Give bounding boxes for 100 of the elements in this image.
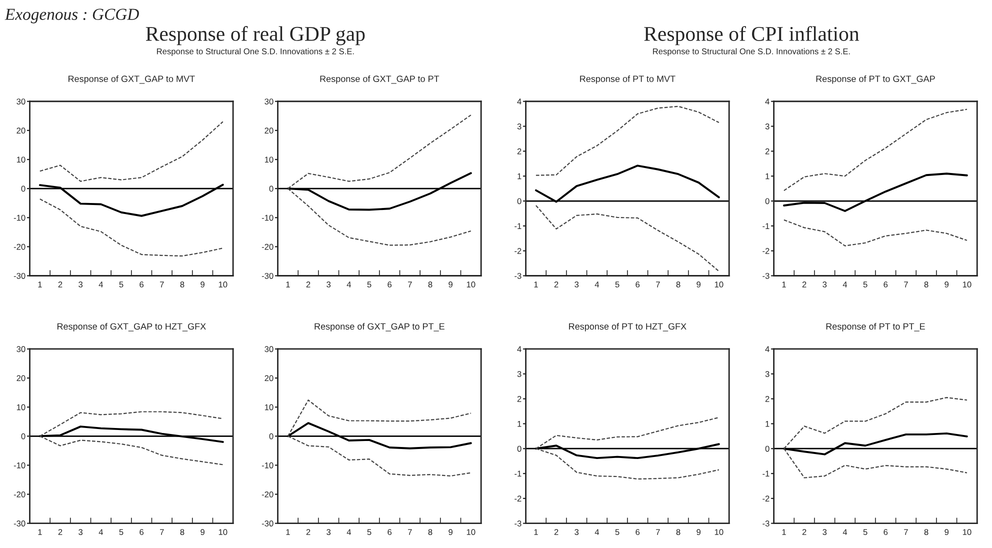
y-tick-label: 30 xyxy=(16,98,26,104)
x-tick-label: 10 xyxy=(218,282,228,288)
x-tick-label: 1 xyxy=(38,529,42,535)
x-tick-label: 4 xyxy=(842,282,848,288)
y-tick-label: -20 xyxy=(14,244,26,250)
x-tick-label: 5 xyxy=(367,529,372,536)
y-tick-label: 10 xyxy=(264,156,274,163)
y-tick-label: -2 xyxy=(762,496,770,502)
x-tick-label: 3 xyxy=(326,529,331,536)
y-tick-label: -3 xyxy=(514,272,522,279)
y-tick-label: 10 xyxy=(16,404,26,410)
x-tick-label: 10 xyxy=(962,282,972,288)
x-tick-label: 3 xyxy=(78,529,83,536)
x-tick-label: 7 xyxy=(408,282,412,288)
x-tick-label: 4 xyxy=(98,529,103,535)
y-tick-label: 20 xyxy=(16,375,26,382)
y-tick-label: -30 xyxy=(262,272,274,279)
x-tick-label: 6 xyxy=(140,282,144,288)
x-tick-label: 2 xyxy=(58,529,62,535)
y-tick-label: 10 xyxy=(16,156,26,163)
chart-title: Response of PT to GXT_GAP xyxy=(816,75,935,84)
x-tick-label: 9 xyxy=(944,282,949,288)
x-tick-label: 6 xyxy=(636,282,640,288)
x-tick-label: 1 xyxy=(782,282,786,288)
y-tick-label: 0 xyxy=(21,433,26,440)
y-tick-label: -20 xyxy=(14,491,26,498)
y-tick-label: 20 xyxy=(16,128,26,134)
y-tick-label: 3 xyxy=(765,371,770,377)
x-tick-label: 5 xyxy=(119,282,124,288)
x-tick-label: 5 xyxy=(863,282,868,288)
x-tick-label: 4 xyxy=(842,529,848,535)
x-tick-label: 8 xyxy=(924,529,928,536)
y-tick-label: 4 xyxy=(765,98,770,104)
x-tick-label: 7 xyxy=(656,529,660,535)
x-tick-label: 4 xyxy=(594,529,600,535)
x-tick-label: 1 xyxy=(534,529,538,535)
y-tick-label: -3 xyxy=(514,520,522,526)
text: Response to Structural One S.D. Innovations ± 2 S.E. xyxy=(653,48,850,56)
x-tick-label: 3 xyxy=(822,529,827,536)
x-tick-label: 9 xyxy=(696,282,701,288)
x-tick-label: 6 xyxy=(388,529,392,536)
x-tick-label: 1 xyxy=(534,282,538,288)
x-tick-label: 1 xyxy=(782,529,786,535)
y-tick-label: -30 xyxy=(262,520,274,526)
y-tick-label: 0 xyxy=(517,446,522,452)
x-tick-label: 1 xyxy=(38,282,42,288)
y-tick-label: -3 xyxy=(762,520,770,526)
y-tick-label: -10 xyxy=(14,462,26,468)
y-tick-label: 4 xyxy=(765,346,770,352)
y-tick-label: -3 xyxy=(762,272,770,279)
x-tick-label: 10 xyxy=(714,282,724,288)
chart-title: Response of PT to HZT_GFX xyxy=(569,323,686,332)
y-tick-label: 0 xyxy=(269,186,274,192)
x-tick-label: 3 xyxy=(78,282,83,288)
x-tick-label: 9 xyxy=(200,282,204,288)
y-tick-label: 1 xyxy=(766,173,770,180)
x-tick-label: 3 xyxy=(326,282,331,288)
y-tick-label: 30 xyxy=(16,346,26,352)
text: Response to Structural One S.D. Innovations ± 2 S.E. xyxy=(157,48,354,56)
y-tick-label: 3 xyxy=(517,371,522,377)
x-tick-label: 10 xyxy=(466,282,476,288)
x-tick-label: 10 xyxy=(466,529,476,536)
x-tick-label: 5 xyxy=(863,529,868,536)
y-tick-label: 0 xyxy=(765,198,770,204)
x-tick-label: 9 xyxy=(696,529,701,536)
x-tick-label: 4 xyxy=(346,282,352,288)
text: Exogenous : GCGD xyxy=(4,8,139,24)
x-tick-label: 5 xyxy=(615,282,620,288)
x-tick-label: 6 xyxy=(636,529,640,536)
chart-title: Response of GXT_GAP to MVT xyxy=(68,75,195,84)
x-tick-label: 8 xyxy=(676,282,680,288)
line-series xyxy=(39,198,224,257)
x-tick-label: 9 xyxy=(448,529,453,536)
line-series xyxy=(39,121,224,182)
x-tick-label: 8 xyxy=(428,282,432,288)
x-tick-label: 2 xyxy=(58,282,62,288)
x-tick-label: 8 xyxy=(924,282,928,288)
x-tick-label: 7 xyxy=(904,529,908,535)
x-tick-label: 2 xyxy=(306,282,310,288)
y-tick-label: 0 xyxy=(21,186,26,192)
y-tick-label: 0 xyxy=(269,433,274,440)
line-series xyxy=(535,204,720,272)
x-tick-label: 4 xyxy=(594,282,600,288)
x-tick-label: 6 xyxy=(884,282,888,288)
x-tick-label: 2 xyxy=(306,529,310,535)
y-tick-label: -10 xyxy=(262,214,274,221)
y-tick-label: 30 xyxy=(264,346,274,352)
x-tick-label: 3 xyxy=(574,282,579,288)
x-tick-label: 3 xyxy=(574,529,579,536)
y-tick-label: 3 xyxy=(765,123,770,130)
y-tick-label: -1 xyxy=(762,470,770,477)
y-tick-label: 1 xyxy=(766,420,770,427)
y-tick-label: -1 xyxy=(762,223,770,229)
x-tick-label: 2 xyxy=(802,282,806,288)
x-tick-label: 1 xyxy=(286,529,290,535)
x-tick-label: 8 xyxy=(676,529,680,536)
x-tick-label: 10 xyxy=(218,529,228,536)
x-tick-label: 8 xyxy=(180,529,184,536)
y-tick-label: -20 xyxy=(262,491,274,498)
y-tick-label: 3 xyxy=(517,123,522,130)
